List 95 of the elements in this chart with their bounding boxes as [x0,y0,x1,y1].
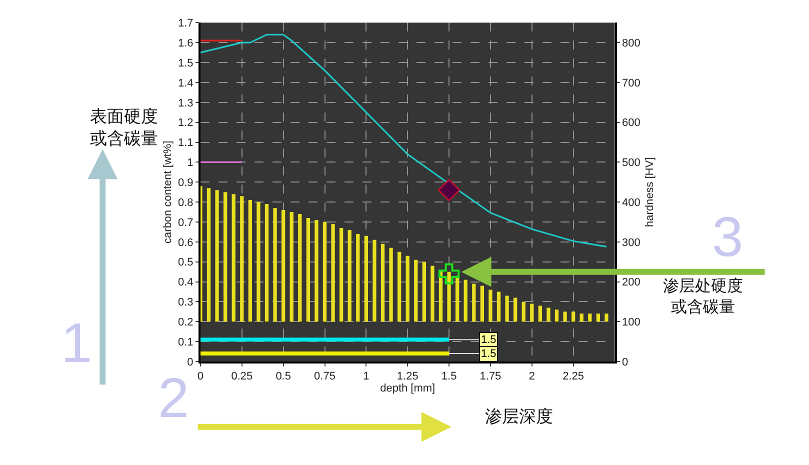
bar [256,202,260,322]
bar [273,208,277,322]
bar [430,266,434,322]
y2-tick-label: 100 [622,316,640,328]
bar [414,260,418,322]
y2-tick-label: 300 [622,236,640,249]
bar [282,210,286,322]
y-tick-label: 0.3 [178,296,194,309]
bar [356,234,360,322]
bar [215,190,219,322]
bar [422,262,426,322]
bar [224,192,228,322]
bar [290,212,294,322]
bar [554,310,559,322]
bar [322,222,327,322]
text: 渗层深度 [485,407,553,427]
bar [580,314,584,322]
y-tick-label: 0.9 [178,176,194,189]
y-tick-label: 1.7 [178,18,194,30]
bar [522,302,526,322]
bar [472,284,476,322]
x-tick-label: 1.25 [396,370,418,383]
x-tick-label: 2.25 [562,370,584,383]
bar [596,314,600,322]
bar [264,204,269,322]
bar [530,304,534,322]
bar [248,200,252,322]
bar [240,196,244,322]
x-tick-label: 0.75 [314,370,336,383]
bar [488,290,492,322]
bar [456,276,460,322]
y2-tick-label: 0 [622,356,628,368]
bar [380,244,385,322]
y-tick-label: 1 [187,157,194,170]
y-tick-label: 0.4 [178,276,194,289]
bar [314,220,318,322]
bar [546,308,550,322]
y2-tick-label: 800 [622,37,640,50]
x-tick-label: 1 [363,370,370,383]
y2-tick-label: 400 [622,196,640,209]
bar [480,286,484,322]
bar [398,252,402,322]
bar [306,218,310,322]
annotation: 1.5 [481,334,496,346]
y2-tick-label: 700 [622,77,640,90]
x-tick-label: 1.75 [480,370,502,383]
bar [348,230,352,322]
bar [572,312,576,322]
bar [447,272,451,322]
y-tick-label: 0 [187,356,194,368]
x-tick-label: 0.5 [276,370,291,383]
bar [331,224,335,322]
y-tick-label: 0.5 [178,256,194,269]
y-axis-title: carbon content [wt%] [162,140,174,244]
y-tick-label: 1.1 [178,137,194,150]
x-tick-label: 2 [528,370,535,383]
bar [464,280,468,322]
y-tick-label: 1.6 [178,37,194,50]
y-tick-label: 1.5 [178,57,194,70]
y-tick-label: 0.2 [178,316,194,328]
y-tick-label: 0.6 [178,236,194,249]
x-tick-label: 0 [197,370,204,383]
bar [563,312,567,322]
bar [505,296,509,322]
y-tick-label: 0.1 [178,336,194,348]
text: 渗层处硬度或含碳量 [663,276,743,316]
y2-axis-title: hardness [HV] [644,157,656,227]
bar [200,186,202,322]
text: 表面硬度或含碳量 [90,107,158,150]
x-tick-label: 0.25 [231,370,253,383]
bar [604,314,608,322]
bar [206,188,211,322]
x-axis-title: depth [mm] [380,382,436,395]
bar [232,194,236,322]
bar [588,314,592,322]
line-series [200,34,608,248]
bar [298,214,302,322]
bar [372,240,376,322]
bar [496,292,501,322]
bar [389,248,393,322]
y-tick-label: 1.2 [178,117,194,130]
bar [514,298,518,322]
y2-tick-label: 600 [622,117,640,130]
annotation: 1.5 [481,348,496,360]
bar [364,236,368,322]
bar [538,306,542,322]
bar [406,256,410,322]
y-tick-label: 1.4 [178,77,194,90]
y2-tick-label: 500 [622,157,640,170]
bar [340,228,344,322]
x-tick-label: 1.5 [441,370,457,383]
y-tick-label: 0.7 [178,216,194,229]
y-tick-label: 0.8 [178,196,194,209]
y2-tick-label: 200 [622,276,640,289]
y-tick-label: 1.3 [178,97,194,110]
